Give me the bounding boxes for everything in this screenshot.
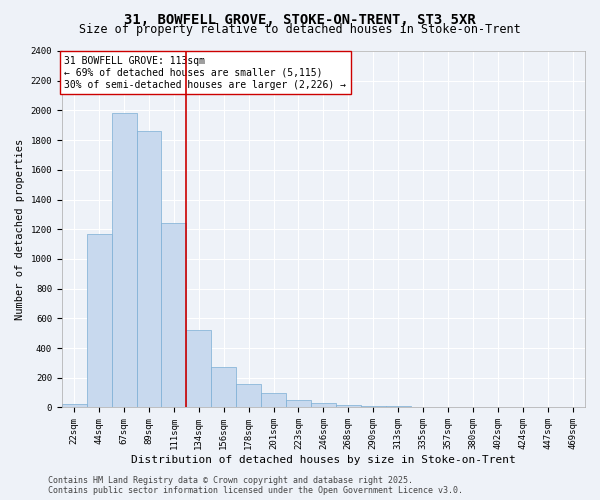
- Text: 31 BOWFELL GROVE: 113sqm
← 69% of detached houses are smaller (5,115)
30% of sem: 31 BOWFELL GROVE: 113sqm ← 69% of detach…: [64, 56, 346, 90]
- Bar: [311, 403, 336, 407]
- Bar: [336, 404, 361, 407]
- Bar: [361, 406, 386, 407]
- Bar: [261, 394, 286, 407]
- X-axis label: Distribution of detached houses by size in Stoke-on-Trent: Distribution of detached houses by size …: [131, 455, 516, 465]
- Text: Size of property relative to detached houses in Stoke-on-Trent: Size of property relative to detached ho…: [79, 22, 521, 36]
- Text: Contains HM Land Registry data © Crown copyright and database right 2025.
Contai: Contains HM Land Registry data © Crown c…: [48, 476, 463, 495]
- Bar: [187, 330, 211, 407]
- Bar: [86, 234, 112, 408]
- Bar: [62, 404, 86, 407]
- Bar: [137, 131, 161, 407]
- Bar: [211, 368, 236, 408]
- Bar: [386, 406, 410, 408]
- Bar: [286, 400, 311, 407]
- Bar: [410, 406, 436, 408]
- Bar: [112, 114, 137, 408]
- Bar: [236, 384, 261, 407]
- Bar: [161, 224, 187, 408]
- Y-axis label: Number of detached properties: Number of detached properties: [15, 138, 25, 320]
- Text: 31, BOWFELL GROVE, STOKE-ON-TRENT, ST3 5XR: 31, BOWFELL GROVE, STOKE-ON-TRENT, ST3 5…: [124, 12, 476, 26]
